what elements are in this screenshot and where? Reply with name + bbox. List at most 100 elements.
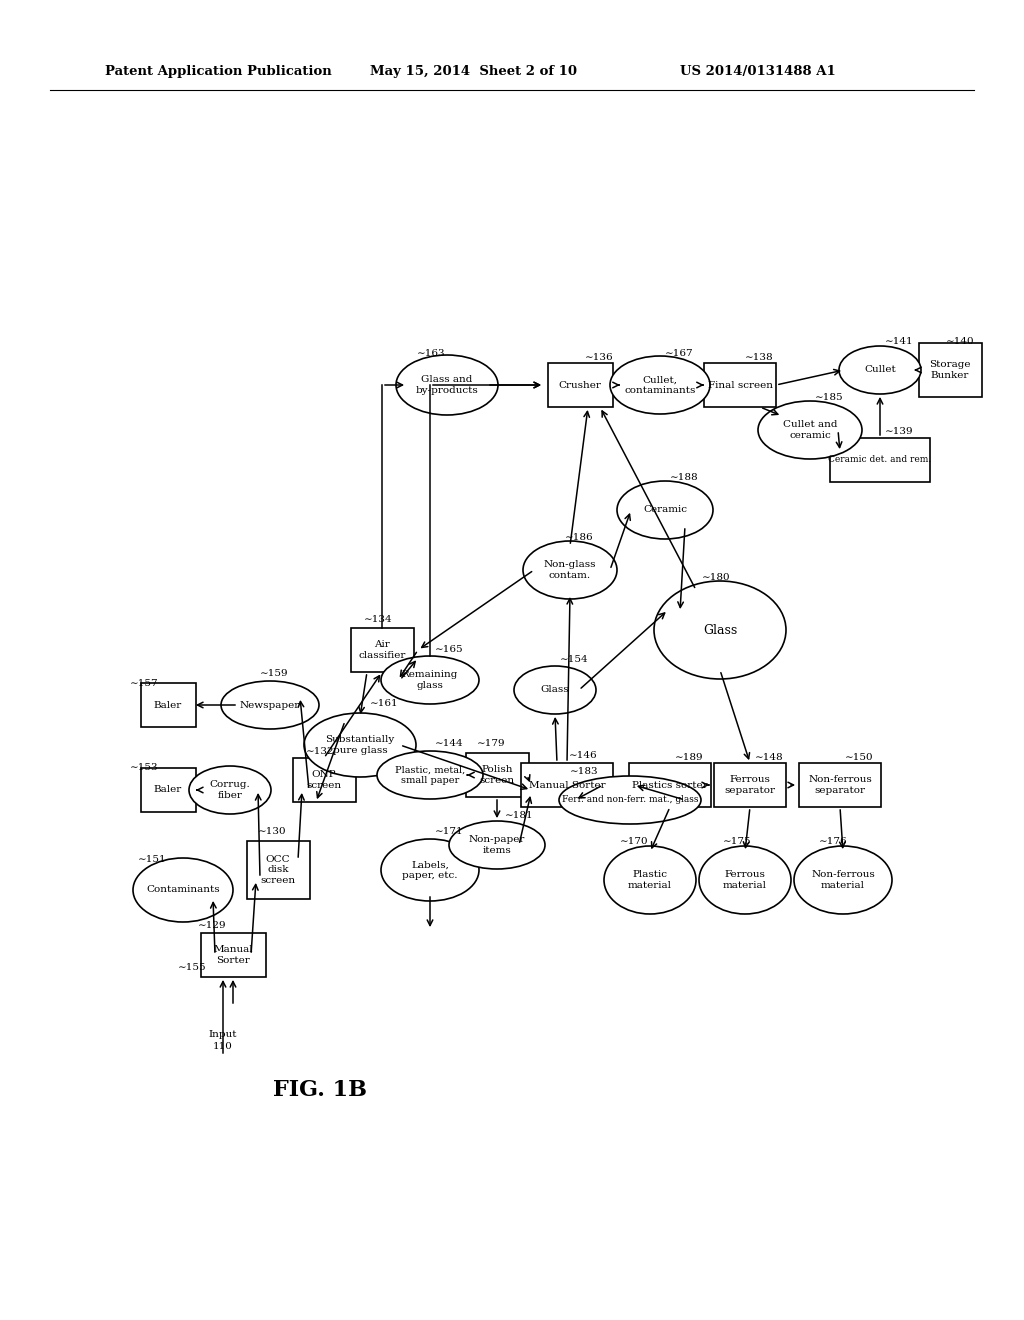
Text: OCC
disk
screen: OCC disk screen <box>260 855 296 884</box>
Text: Cullet and
ceramic: Cullet and ceramic <box>782 420 838 440</box>
Text: Crusher: Crusher <box>558 380 601 389</box>
Text: ∼171: ∼171 <box>435 828 464 837</box>
Text: ∼141: ∼141 <box>885 338 913 346</box>
Text: Air
classifier: Air classifier <box>358 640 406 660</box>
Text: ∼189: ∼189 <box>675 752 703 762</box>
Text: Polish
screen: Polish screen <box>479 766 515 784</box>
Ellipse shape <box>133 858 233 921</box>
Text: Cullet,
contaminants: Cullet, contaminants <box>625 375 695 395</box>
Ellipse shape <box>604 846 696 913</box>
Text: Ferrous
separator: Ferrous separator <box>725 775 775 795</box>
Text: ∼132: ∼132 <box>306 747 335 756</box>
FancyBboxPatch shape <box>548 363 612 407</box>
Text: ∼185: ∼185 <box>815 393 844 403</box>
FancyBboxPatch shape <box>466 752 528 797</box>
Text: ∼154: ∼154 <box>560 656 589 664</box>
Ellipse shape <box>839 346 921 393</box>
Ellipse shape <box>514 667 596 714</box>
Text: ∼180: ∼180 <box>702 573 731 582</box>
Text: Glass and
by-products: Glass and by-products <box>416 375 478 395</box>
Text: Baler: Baler <box>154 701 182 710</box>
Text: ∼139: ∼139 <box>885 428 913 437</box>
FancyBboxPatch shape <box>521 763 613 807</box>
Ellipse shape <box>617 480 713 539</box>
Text: Plastics sorter: Plastics sorter <box>632 780 708 789</box>
Text: US 2014/0131488 A1: US 2014/0131488 A1 <box>680 65 836 78</box>
Text: ∼151: ∼151 <box>138 855 167 865</box>
Text: Non-ferrous
material: Non-ferrous material <box>811 870 874 890</box>
Text: ∼181: ∼181 <box>505 810 534 820</box>
Ellipse shape <box>758 401 862 459</box>
Text: Corrug.
fiber: Corrug. fiber <box>210 780 251 800</box>
Text: Glass: Glass <box>541 685 569 694</box>
Ellipse shape <box>381 656 479 704</box>
Text: Plastic, metal,
small paper: Plastic, metal, small paper <box>395 766 465 784</box>
FancyBboxPatch shape <box>714 763 786 807</box>
FancyBboxPatch shape <box>140 682 196 727</box>
Text: Contaminants: Contaminants <box>146 886 220 895</box>
Text: ∼150: ∼150 <box>845 752 873 762</box>
Text: Ceramic: Ceramic <box>643 506 687 515</box>
Text: ∼167: ∼167 <box>665 348 693 358</box>
FancyBboxPatch shape <box>799 763 881 807</box>
Ellipse shape <box>610 356 710 414</box>
Text: Substantially
pure glass: Substantially pure glass <box>326 735 394 755</box>
Text: ∼148: ∼148 <box>755 752 783 762</box>
Text: ∼140: ∼140 <box>946 338 975 346</box>
Text: Ceramic det. and rem.: Ceramic det. and rem. <box>828 455 932 465</box>
FancyBboxPatch shape <box>247 841 309 899</box>
Text: ∼138: ∼138 <box>745 352 773 362</box>
FancyBboxPatch shape <box>705 363 776 407</box>
FancyBboxPatch shape <box>201 933 265 977</box>
Ellipse shape <box>699 846 791 913</box>
Ellipse shape <box>396 355 498 414</box>
Text: Glass: Glass <box>702 623 737 636</box>
Ellipse shape <box>794 846 892 913</box>
Text: ∼176: ∼176 <box>819 837 848 846</box>
Text: ∼144: ∼144 <box>435 738 464 747</box>
Text: ∼130: ∼130 <box>258 828 287 837</box>
FancyBboxPatch shape <box>140 768 196 812</box>
Text: Manual
Sorter: Manual Sorter <box>213 945 253 965</box>
Text: FIG. 1B: FIG. 1B <box>273 1078 367 1101</box>
Text: ∼153: ∼153 <box>130 763 159 772</box>
Text: ∼188: ∼188 <box>670 474 698 483</box>
Text: Ferrous
material: Ferrous material <box>723 870 767 890</box>
Text: Ferr. and non-ferr. mat., glass: Ferr. and non-ferr. mat., glass <box>562 796 698 804</box>
FancyBboxPatch shape <box>629 763 711 807</box>
FancyBboxPatch shape <box>919 343 981 397</box>
Text: ∼136: ∼136 <box>585 352 613 362</box>
Text: Labels,
paper, etc.: Labels, paper, etc. <box>402 861 458 879</box>
Text: Manual Sorter: Manual Sorter <box>528 780 605 789</box>
Text: ∼161: ∼161 <box>370 698 398 708</box>
Text: ∼175: ∼175 <box>723 837 752 846</box>
Ellipse shape <box>221 681 319 729</box>
Text: ∼165: ∼165 <box>435 645 464 655</box>
Text: Newspaper: Newspaper <box>240 701 300 710</box>
Text: May 15, 2014  Sheet 2 of 10: May 15, 2014 Sheet 2 of 10 <box>370 65 577 78</box>
Text: Baler: Baler <box>154 785 182 795</box>
Ellipse shape <box>559 776 701 824</box>
Ellipse shape <box>189 766 271 814</box>
Text: ∼146: ∼146 <box>569 751 598 759</box>
Ellipse shape <box>377 751 483 799</box>
Text: ∼183: ∼183 <box>570 767 599 776</box>
Text: ∼155: ∼155 <box>178 962 207 972</box>
Text: Storage
Bunker: Storage Bunker <box>929 360 971 380</box>
Ellipse shape <box>654 581 786 678</box>
Text: Non-glass
contam.: Non-glass contam. <box>544 560 596 579</box>
Text: Cullet: Cullet <box>864 366 896 375</box>
Text: Non-ferrous
separator: Non-ferrous separator <box>808 775 871 795</box>
Text: Plastic
material: Plastic material <box>628 870 672 890</box>
Text: 110: 110 <box>213 1041 232 1051</box>
Ellipse shape <box>449 821 545 869</box>
FancyBboxPatch shape <box>350 628 414 672</box>
Text: Patent Application Publication: Patent Application Publication <box>105 65 332 78</box>
Ellipse shape <box>381 840 479 902</box>
Ellipse shape <box>304 713 416 777</box>
Text: ∼134: ∼134 <box>364 615 392 624</box>
Text: ∼157: ∼157 <box>130 678 159 688</box>
Text: ∼163: ∼163 <box>417 348 445 358</box>
Text: ∼179: ∼179 <box>477 738 506 747</box>
Text: Non-paper
items: Non-paper items <box>469 836 525 855</box>
